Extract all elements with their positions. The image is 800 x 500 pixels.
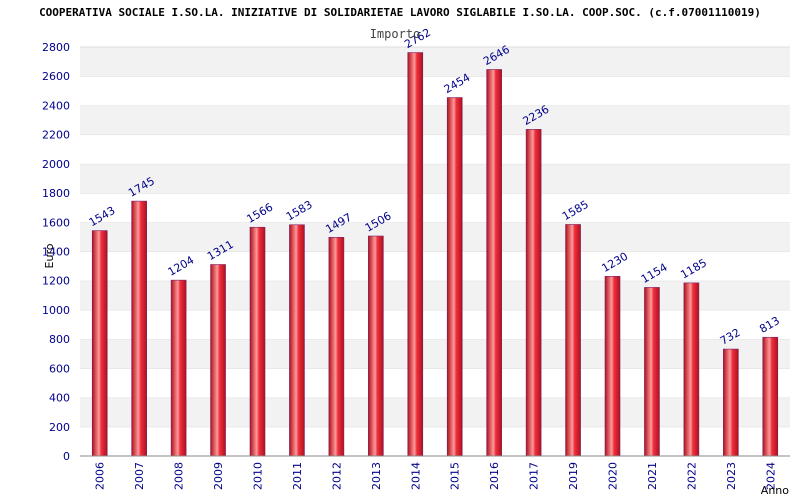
x-tick-label: 2023 [725,462,738,490]
chart-title: COOPERATIVA SOCIALE I.SO.LA. INIZIATIVE … [39,6,761,19]
y-axis-label: Euro [43,243,56,268]
grid-band [80,368,790,398]
x-tick-label: 2011 [291,462,304,490]
y-tick-label: 200 [49,421,70,434]
y-tick-label: 0 [63,450,70,463]
grid-band [80,280,790,310]
grid-band [80,251,790,281]
y-tick-label: 1400 [42,246,70,259]
bar [289,224,305,457]
y-tick-label: 2000 [42,158,70,171]
grid-band [80,339,790,369]
x-tick-label: 2008 [173,462,186,490]
grid-band [80,134,790,164]
y-tick-label: 2400 [42,99,70,112]
grid-band [80,222,790,252]
grid-band [80,47,790,77]
x-tick-label: 2020 [607,462,620,490]
y-tick-label: 400 [49,392,70,405]
bar [762,336,779,457]
bar [723,348,739,457]
grid-bands [80,46,790,456]
y-tick-label: 800 [49,333,70,346]
grid-band [80,426,790,456]
bar [91,230,108,457]
bar [604,276,621,457]
bar [446,97,463,457]
grid-band [80,163,790,194]
bar [131,200,147,457]
grid-band [80,397,790,427]
x-tick-label: 2024 [764,462,777,490]
y-tick-label: 2800 [42,41,70,54]
series-label: Importo [370,27,421,41]
x-axis-ticks: 2006 2007 2008 2009 2010 2011 2012 2013 2014 2015… [94,462,778,490]
y-tick-label: 2600 [42,70,70,83]
bar [170,279,187,457]
bar [249,226,266,457]
x-tick-label: 2019 [567,462,580,490]
bar [328,237,345,457]
x-tick-label: 2014 [409,462,422,490]
bar [486,69,502,457]
x-tick-label: 2006 [94,462,107,490]
grid-band [80,193,790,223]
y-tick-label: 1000 [42,304,70,317]
bar [368,235,384,457]
y-tick-label: 1800 [42,187,70,200]
y-tick-label: 600 [49,362,70,375]
x-tick-label: 2009 [212,462,225,490]
x-tick-label: 2010 [252,462,265,490]
bar [210,264,226,457]
x-tick-label: 2016 [488,462,501,490]
y-tick-label: 2200 [42,129,70,142]
grid-band [80,105,790,135]
bar [683,282,700,457]
grid-band [80,76,790,106]
grid-band [80,309,790,340]
x-tick-label: 2007 [133,462,146,490]
bar [407,52,424,457]
x-tick-label: 2013 [370,462,383,490]
x-tick-label: 2015 [449,462,462,490]
x-tick-label: 2017 [528,462,541,490]
bar [565,224,581,457]
x-tick-label: 2022 [685,462,698,490]
bar [525,129,542,457]
x-tick-label: 2021 [646,462,659,490]
y-tick-label: 1200 [42,275,70,288]
x-axis-label: Anno [761,484,789,497]
bar [644,287,660,457]
x-tick-label: 2012 [330,462,343,490]
y-axis-ticks: 0 200 400 600 800 1000 1200 1400 1600 1800 2000 220… [42,41,70,463]
y-tick-label: 1600 [42,216,70,229]
bars [91,52,779,457]
